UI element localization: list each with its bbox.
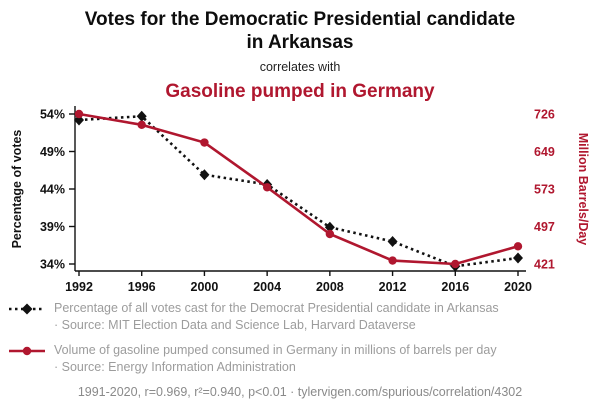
correlates-with-text: correlates with <box>259 60 341 75</box>
svg-text:1992: 1992 <box>65 280 93 294</box>
legend-entry-votes-text: Percentage of all votes cast for the Dem… <box>46 300 499 333</box>
svg-text:2020: 2020 <box>504 280 532 294</box>
svg-text:44%: 44% <box>40 183 65 197</box>
legend-label: Percentage of all votes cast for the Dem… <box>54 301 499 315</box>
legend-source: · Source: MIT Election Data and Science … <box>54 317 416 332</box>
dashed-line-diamond-marker-icon <box>9 303 45 315</box>
correlation-line-chart: 34% 39% 44% 49% 54% 421 497 573 649 726 1992 1996 20… <box>40 106 555 294</box>
svg-text:49%: 49% <box>40 145 65 159</box>
svg-text:2008: 2008 <box>316 280 344 294</box>
svg-text:2000: 2000 <box>191 280 219 294</box>
legend-entry-gasoline: Volume of gasoline pumped consumed in Ge… <box>8 342 592 375</box>
svg-text:421: 421 <box>534 258 555 272</box>
chart-header: Votes for the Democratic Presidential ca… <box>0 0 600 103</box>
svg-text:34%: 34% <box>40 258 65 272</box>
legend-entry-gasoline-text: Volume of gasoline pumped consumed in Ge… <box>46 342 497 375</box>
legend-source: · Source: Energy Information Administrat… <box>54 359 296 374</box>
svg-text:573: 573 <box>534 183 555 197</box>
svg-text:2012: 2012 <box>379 280 407 294</box>
svg-text:54%: 54% <box>40 108 65 122</box>
svg-text:497: 497 <box>534 220 555 234</box>
chart-subtitle: Gasoline pumped in Germany <box>165 81 435 103</box>
chart-legend: Percentage of all votes cast for the Dem… <box>8 300 592 384</box>
chart-title: Votes for the Democratic Presidential ca… <box>84 9 516 54</box>
svg-text:1996: 1996 <box>128 280 156 294</box>
svg-text:2016: 2016 <box>441 280 469 294</box>
svg-text:39%: 39% <box>40 220 65 234</box>
legend-entry-votes: Percentage of all votes cast for the Dem… <box>8 300 592 333</box>
svg-text:726: 726 <box>534 108 555 122</box>
legend-label: Volume of gasoline pumped consumed in Ge… <box>54 343 497 357</box>
footer-stats-and-url: 1991-2020, r=0.969, r²=0.940, p<0.01 · t… <box>77 385 523 399</box>
svg-text:2004: 2004 <box>253 280 281 294</box>
solid-line-circle-marker-icon <box>9 346 45 356</box>
svg-text:649: 649 <box>534 145 555 159</box>
